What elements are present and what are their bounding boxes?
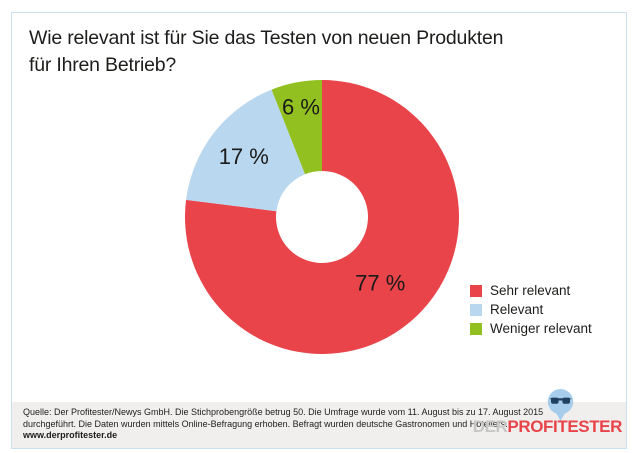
source-line1: Quelle: Der Profitester/Newys GmbH. Die … (23, 407, 544, 417)
chart-title-line1: Wie relevant ist für Sie das Testen von … (29, 27, 504, 49)
donut-slice-0 (185, 80, 459, 354)
legend-label: Sehr relevant (490, 283, 571, 298)
footer-bar: Quelle: Der Profitester/Newys GmbH. Die … (12, 402, 626, 448)
glasses-pin-icon (547, 389, 574, 421)
legend-item-0: Sehr relevant (470, 281, 592, 300)
source-text: Quelle: Der Profitester/Newys GmbH. Die … (12, 402, 626, 442)
chart-legend: Sehr relevant Relevant Weniger relevant (470, 281, 592, 338)
source-line2: durchgeführt. Die Daten wurden mittels O… (23, 418, 508, 429)
logo-prefix: DER (472, 417, 508, 436)
chart-card: Wie relevant ist für Sie das Testen von … (11, 12, 627, 449)
slice-label-2: 6 % (282, 94, 320, 119)
legend-swatch (470, 322, 482, 335)
legend-label: Relevant (490, 302, 544, 317)
donut-slice-1 (186, 89, 306, 212)
donut-slice-2 (271, 80, 322, 175)
chart-title-line2: für Ihren Betrieb? (29, 54, 177, 76)
legend-item-2: Weniger relevant (470, 319, 592, 338)
legend-swatch (470, 284, 482, 297)
legend-label: Weniger relevant (490, 321, 592, 336)
brand-logo: DERPROFITESTER (472, 417, 623, 437)
legend-swatch (470, 303, 482, 316)
slice-label-0: 77 % (355, 271, 405, 296)
slice-label-1: 17 % (219, 144, 269, 169)
legend-item-1: Relevant (470, 300, 592, 319)
website-text: www.derprofitester.de (23, 430, 118, 440)
logo-brand: PROFITESTER (507, 417, 622, 436)
donut-chart: 77 % 17 % 6 % (185, 80, 459, 354)
chart-title: Wie relevant ist für Sie das Testen von … (29, 25, 609, 79)
